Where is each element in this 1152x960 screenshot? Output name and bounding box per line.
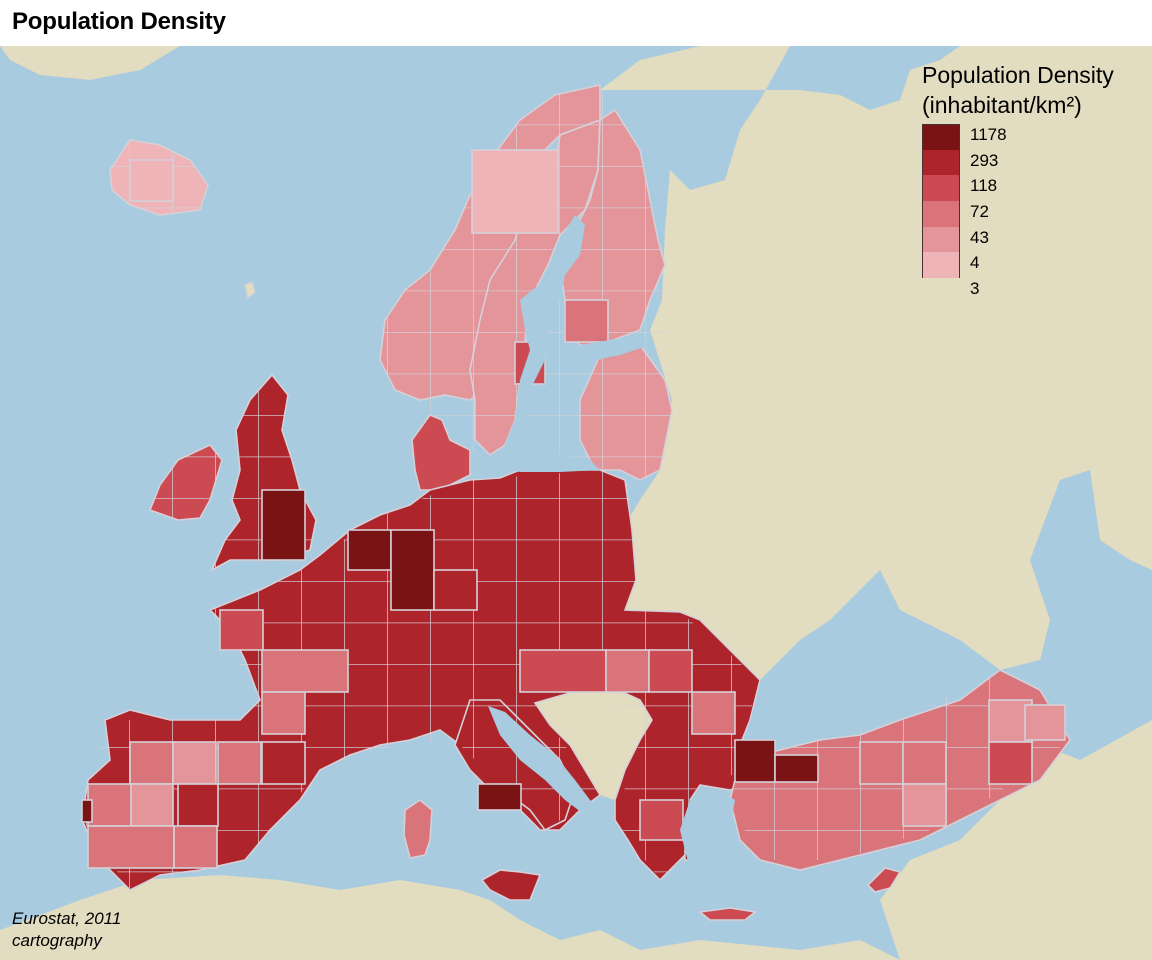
cell-rhine	[433, 569, 478, 611]
cell-romania-a	[648, 649, 693, 693]
cell-poland-e	[519, 649, 607, 693]
cell-turkey-e	[988, 741, 1033, 785]
cell-iberia-g	[173, 825, 218, 869]
legend-item: 72	[922, 201, 1114, 227]
region-sicily	[480, 869, 542, 901]
cell-lisbon	[81, 799, 93, 823]
source-note: Eurostat, 2011 cartography	[12, 908, 121, 952]
legend-title: Population Density (inhabitant/km²)	[922, 60, 1114, 120]
cell-sw-finland	[564, 299, 609, 343]
cell-romania-b	[691, 691, 736, 735]
legend-swatch	[922, 252, 960, 279]
cell-iberia-c	[129, 783, 174, 827]
legend-label: 4	[970, 253, 980, 273]
faroe-islands	[244, 281, 256, 300]
legend-title-line2: (inhabitant/km²)	[922, 92, 1082, 118]
legend-label: 293	[970, 150, 999, 170]
cell-istanbul-e	[774, 754, 819, 783]
non-eu-land	[0, 46, 1152, 960]
legend-title-line1: Population Density	[922, 62, 1114, 88]
cell-iberia-b	[172, 741, 217, 785]
source-line1: Eurostat, 2011	[12, 909, 122, 928]
cell-hungary	[605, 649, 650, 693]
middle-east-land	[880, 720, 1152, 960]
legend-item: 1178	[922, 124, 1114, 150]
north-africa-land	[0, 875, 900, 960]
cell-iberia-e	[87, 783, 132, 827]
legend-swatch	[922, 149, 960, 176]
cell-iberia-f	[87, 825, 175, 869]
cell-london	[261, 489, 306, 561]
legend-label: 72	[970, 201, 989, 221]
adriatic-sea	[488, 706, 600, 815]
region-sardinia	[403, 799, 433, 859]
cell-turkey-a	[859, 741, 904, 785]
cell-turkey-d	[1024, 704, 1066, 741]
cell-iberia-ne	[261, 741, 306, 785]
legend-item: 3	[922, 278, 1114, 304]
legend-item: 4	[922, 252, 1114, 279]
cell-greece-n	[639, 799, 684, 841]
map-title: Population Density	[12, 8, 226, 35]
cell-france-w	[219, 609, 264, 651]
source-line2: cartography	[12, 931, 102, 950]
cell-france-c2	[261, 691, 306, 735]
legend-item: 118	[922, 175, 1114, 202]
legend-label: 1178	[970, 124, 1007, 144]
legend-items: 1178 293 118 72 43 4 3	[922, 124, 1114, 304]
cell-iberia-a	[129, 741, 174, 785]
cell-istanbul	[734, 739, 776, 783]
legend: Population Density (inhabitant/km²) 1178…	[922, 60, 1114, 304]
legend-label: 3	[970, 278, 980, 298]
region-cyprus	[866, 867, 902, 893]
cell-france-c1	[261, 649, 349, 693]
legend-swatch	[922, 175, 960, 202]
legend-swatch	[922, 201, 960, 227]
cell-iberia-d	[217, 741, 262, 785]
cell-madrid	[177, 783, 219, 827]
russia-east-land	[600, 46, 1152, 680]
legend-swatch	[922, 226, 960, 253]
gulf-of-finland	[580, 335, 650, 360]
europe-map	[0, 46, 1152, 960]
legend-item: 293	[922, 149, 1114, 176]
cell-turkey-f	[902, 783, 947, 827]
inner-seas	[488, 215, 735, 880]
aegean-sea	[680, 790, 735, 880]
cell-northern-scandinavia	[471, 149, 559, 234]
cell-benelux-a	[347, 529, 392, 571]
cell-naples	[477, 783, 522, 811]
legend-item: 43	[922, 226, 1114, 253]
greenland-tip	[0, 46, 180, 80]
cell-turkey-b	[902, 741, 947, 785]
density-cells	[81, 149, 1066, 869]
cell-benelux-b	[390, 529, 435, 611]
legend-swatch	[922, 124, 960, 150]
region-crete	[698, 907, 757, 921]
cell-iceland-light	[129, 159, 174, 202]
legend-label: 43	[970, 227, 989, 247]
baltic-sea	[500, 215, 600, 472]
legend-label: 118	[970, 176, 998, 196]
